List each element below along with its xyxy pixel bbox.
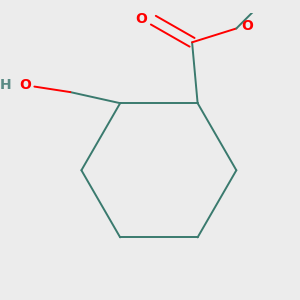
Text: H: H (0, 78, 11, 92)
Text: O: O (242, 19, 254, 33)
Text: O: O (19, 78, 31, 92)
Text: O: O (135, 12, 147, 26)
